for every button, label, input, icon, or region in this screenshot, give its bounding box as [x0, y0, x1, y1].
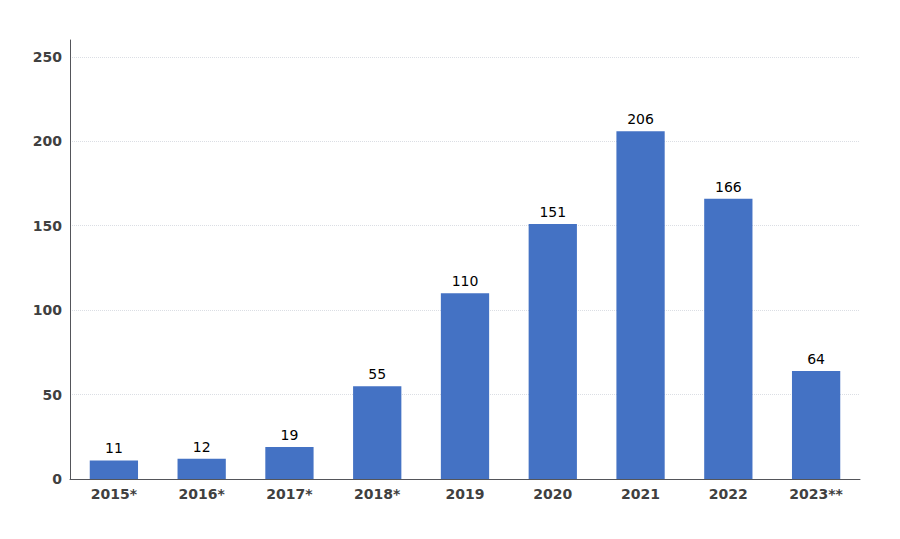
svg-text:2022: 2022: [709, 486, 748, 502]
svg-text:100: 100: [33, 302, 62, 318]
svg-text:206: 206: [627, 111, 654, 127]
svg-text:50: 50: [43, 387, 63, 403]
svg-text:2016*: 2016*: [179, 486, 226, 502]
svg-text:110: 110: [452, 273, 479, 289]
svg-text:2015*: 2015*: [91, 486, 138, 502]
svg-text:2017*: 2017*: [266, 486, 313, 502]
svg-text:151: 151: [539, 204, 566, 220]
svg-text:2023**: 2023**: [789, 486, 843, 502]
svg-text:250: 250: [33, 49, 62, 65]
svg-text:0: 0: [52, 471, 62, 487]
svg-text:55: 55: [368, 366, 386, 382]
svg-text:12: 12: [193, 439, 211, 455]
svg-text:64: 64: [807, 351, 825, 367]
svg-text:11: 11: [105, 440, 123, 456]
svg-text:2021: 2021: [621, 486, 660, 502]
svg-text:166: 166: [715, 179, 742, 195]
svg-text:150: 150: [33, 218, 62, 234]
svg-text:2019: 2019: [446, 486, 485, 502]
svg-text:2020: 2020: [533, 486, 572, 502]
svg-text:200: 200: [33, 133, 62, 149]
svg-text:19: 19: [281, 427, 299, 443]
svg-text:2018*: 2018*: [354, 486, 401, 502]
